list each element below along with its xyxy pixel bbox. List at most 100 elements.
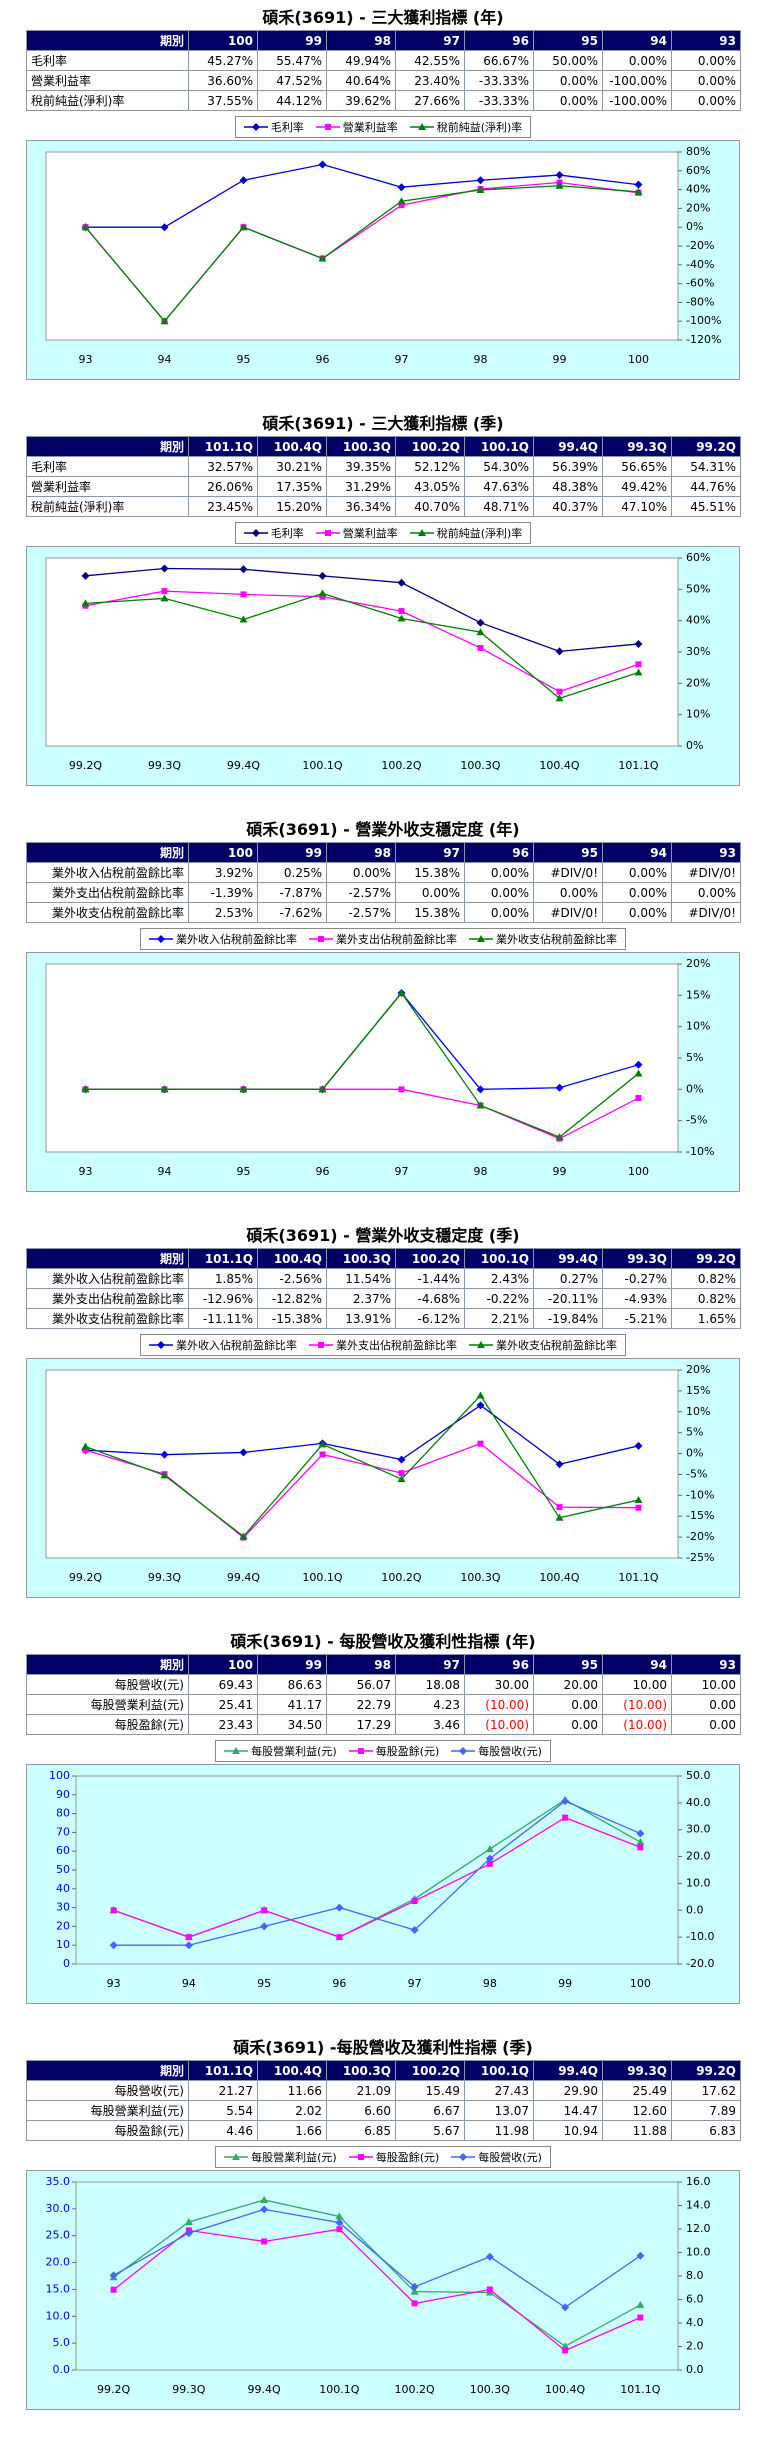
cell: 4.23 bbox=[395, 1694, 465, 1715]
x-tick-label: 100 bbox=[628, 1165, 649, 1178]
table-row: 營業利益率 36.60% 47.52% 40.64% 23.40% -33.33% 0.00… bbox=[26, 70, 741, 91]
marker bbox=[556, 1504, 563, 1511]
y-tick-label: 0.0 bbox=[53, 2363, 71, 2376]
legend-swatch bbox=[451, 2153, 476, 2161]
marker bbox=[318, 589, 327, 597]
row-label: 每股營業利益(元) bbox=[26, 2100, 189, 2121]
marker bbox=[81, 1085, 90, 1093]
chart-svg: 0% 10% 20% 30% 40% 50% 60% 99.2Q 99.3Q 99.4Q 100.1… bbox=[26, 546, 740, 786]
marker bbox=[562, 1814, 569, 1821]
y-tick-label: 20% bbox=[686, 201, 710, 214]
x-tick-label: 93 bbox=[107, 1977, 121, 1990]
marker bbox=[261, 1907, 268, 1914]
marker bbox=[476, 1085, 485, 1094]
legend-item: 業外收支佔稅前盈餘比率 bbox=[469, 931, 617, 947]
marker bbox=[398, 202, 405, 209]
table-row: 稅前純益(淨利)率 23.45% 15.20% 36.34% 40.70% 48.71% 4… bbox=[26, 496, 741, 517]
x-tick-label: 95 bbox=[237, 353, 251, 366]
header-cell: 100.3Q bbox=[326, 1248, 396, 1269]
cell: #DIV/0! bbox=[671, 902, 741, 923]
y-tick-label: 10% bbox=[686, 708, 710, 721]
y-tick-label: 60% bbox=[686, 551, 710, 564]
cell: -19.84% bbox=[533, 1308, 603, 1329]
y-tick-label: 20.0 bbox=[46, 2256, 71, 2269]
series-line bbox=[85, 1404, 639, 1465]
legend-swatch bbox=[469, 1341, 493, 1348]
y-tick-label: 100 bbox=[49, 1769, 70, 1782]
y-tick-label: -10% bbox=[686, 1488, 714, 1501]
table-row: 業外收支佔稅前盈餘比率 2.53% -7.62% -2.57% 15.38% 0.00% #… bbox=[26, 902, 741, 923]
marker bbox=[110, 2286, 117, 2293]
header-cell: 100.3Q bbox=[326, 2060, 396, 2081]
cell: 45.51% bbox=[671, 496, 741, 517]
y-tick-label: 40% bbox=[686, 614, 710, 627]
series-line bbox=[85, 1394, 639, 1538]
marker bbox=[634, 1069, 643, 1077]
legend-item: 毛利率 bbox=[243, 525, 304, 541]
marker bbox=[318, 1342, 324, 1348]
y-tick-label: 25.0 bbox=[46, 2229, 71, 2242]
cell: -100.00% bbox=[602, 90, 672, 111]
marker bbox=[555, 1133, 564, 1141]
y-tick-label: 0% bbox=[686, 220, 703, 233]
y-tick-label: 35.0 bbox=[46, 2175, 71, 2188]
cell: 23.45% bbox=[188, 496, 258, 517]
marker bbox=[318, 254, 327, 262]
legend-label: 毛利率 bbox=[270, 121, 304, 134]
row-label: 每股營業利益(元) bbox=[26, 1694, 189, 1715]
marker bbox=[555, 1460, 564, 1469]
table-row: 業外收入佔稅前盈餘比率 3.92% 0.25% 0.00% 15.38% 0.00% #DI… bbox=[26, 862, 741, 883]
y-tick-label: 10% bbox=[686, 1405, 710, 1418]
cell: #DIV/0! bbox=[533, 862, 603, 883]
y-tick-label: -10.0 bbox=[686, 1930, 714, 1943]
x-tick-label: 100.1Q bbox=[319, 2383, 359, 2396]
y-tick-label: 80% bbox=[686, 145, 710, 158]
marker bbox=[411, 1897, 418, 1904]
marker bbox=[261, 2238, 268, 2245]
cell: 21.09 bbox=[326, 2080, 396, 2101]
header-cell: 101.1Q bbox=[188, 2060, 258, 2081]
legend: 每股營業利益(元) 每股盈餘(元) 每股營收(元) bbox=[0, 1740, 766, 1762]
marker bbox=[476, 1391, 485, 1399]
legend-swatch bbox=[224, 2153, 249, 2160]
header-cell: 97 bbox=[395, 842, 465, 863]
section-title: 碩禾(3691) - 三大獲利指標 (年) bbox=[262, 8, 504, 27]
x-tick-label: 98 bbox=[474, 353, 488, 366]
legend-item: 業外支出佔稅前盈餘比率 bbox=[309, 1337, 457, 1353]
marker bbox=[239, 176, 248, 185]
cell: 40.64% bbox=[326, 70, 396, 91]
marker bbox=[318, 936, 324, 942]
legend-label: 每股盈餘(元) bbox=[375, 1745, 440, 1758]
row-label: 業外收入佔稅前盈餘比率 bbox=[26, 1268, 189, 1289]
cell: 2.21% bbox=[464, 1308, 534, 1329]
legend-item: 業外收入佔稅前盈餘比率 bbox=[149, 1337, 297, 1353]
header-cell: 100.4Q bbox=[257, 1248, 327, 1269]
marker bbox=[232, 2153, 241, 2160]
y-tick-label: 10.0 bbox=[686, 1876, 711, 1889]
y-tick-label: 50% bbox=[686, 582, 710, 595]
cell: 34.50 bbox=[257, 1714, 327, 1735]
x-tick-label: 95 bbox=[237, 1165, 251, 1178]
x-tick-label: 100 bbox=[628, 353, 649, 366]
x-tick-label: 101.1Q bbox=[620, 2383, 660, 2396]
x-tick-label: 101.1Q bbox=[618, 759, 658, 772]
legend-swatch bbox=[243, 529, 268, 537]
header-row: 期別 101.1Q 100.4Q 100.3Q 100.2Q 100.1Q 99.4Q 99.… bbox=[26, 1248, 741, 1269]
legend-label: 業外收支佔稅前盈餘比率 bbox=[496, 933, 617, 946]
marker bbox=[485, 1854, 494, 1863]
legend-box: 業外收入佔稅前盈餘比率 業外支出佔稅前盈餘比率 業外收支佔稅前盈餘比率 bbox=[140, 928, 626, 950]
x-tick-label: 96 bbox=[316, 1165, 330, 1178]
cell: 6.83 bbox=[671, 2120, 741, 2141]
marker bbox=[160, 1450, 169, 1459]
section-title: 碩禾(3691) - 營業外收支穩定度 (季) bbox=[246, 1226, 520, 1245]
row-label: 業外收支佔稅前盈餘比率 bbox=[26, 902, 189, 923]
marker bbox=[335, 1903, 344, 1912]
legend-label: 每股營收(元) bbox=[478, 1745, 542, 1758]
header-cell: 99.4Q bbox=[533, 436, 603, 457]
cell: 15.20% bbox=[257, 496, 327, 517]
cell: 66.67% bbox=[464, 50, 534, 71]
marker bbox=[486, 1860, 493, 1867]
header-cell: 101.1Q bbox=[188, 1248, 258, 1269]
cell: 31.29% bbox=[326, 476, 396, 497]
chart-svg: 0 10 20 30 40 50 60 70 80 90 100 -20.0 -10.0 0.0 10.0 2… bbox=[26, 1764, 740, 2004]
